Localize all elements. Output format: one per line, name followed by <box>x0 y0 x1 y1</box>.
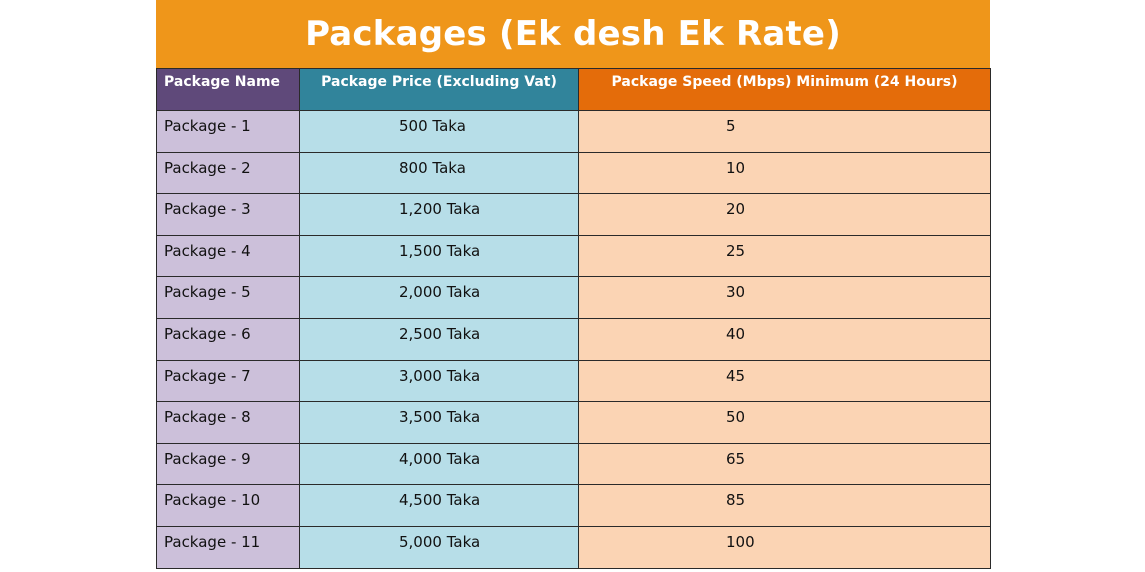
table-row: Package - 8 3,500 Taka 50 <box>156 401 991 444</box>
table-row: Package - 1 500 Taka 5 <box>156 110 991 153</box>
package-name-cell: Package - 6 <box>156 317 300 361</box>
package-speed-cell: 5 <box>578 110 991 153</box>
packages-table-container: Packages (Ek desh Ek Rate) Package Name … <box>156 0 991 569</box>
package-price-cell: 4,500 Taka <box>299 484 579 527</box>
header-row: Package Name Package Price (Excluding Va… <box>156 68 991 111</box>
table-row: Package - 11 5,000 Taka 100 <box>156 525 991 569</box>
package-price-cell: 2,000 Taka <box>299 276 579 319</box>
package-speed-cell: 50 <box>578 401 991 444</box>
package-name-cell: Package - 2 <box>156 151 300 195</box>
package-speed-cell: 40 <box>578 317 991 361</box>
package-speed-cell: 65 <box>578 442 991 486</box>
package-speed-cell: 20 <box>578 193 991 236</box>
package-name-cell: Package - 7 <box>156 359 300 403</box>
package-name-cell: Package - 5 <box>156 276 300 319</box>
package-speed-cell: 25 <box>578 234 991 278</box>
column-header-package-price: Package Price (Excluding Vat) <box>299 68 579 111</box>
package-price-cell: 1,500 Taka <box>299 234 579 278</box>
table-row: Package - 7 3,000 Taka 45 <box>156 359 991 403</box>
column-header-package-name: Package Name <box>156 68 300 111</box>
package-name-cell: Package - 8 <box>156 401 300 444</box>
package-price-cell: 5,000 Taka <box>299 525 579 569</box>
package-price-cell: 800 Taka <box>299 151 579 195</box>
package-price-cell: 1,200 Taka <box>299 193 579 236</box>
package-price-cell: 4,000 Taka <box>299 442 579 486</box>
package-price-cell: 500 Taka <box>299 110 579 153</box>
table-row: Package - 10 4,500 Taka 85 <box>156 484 991 527</box>
package-price-cell: 2,500 Taka <box>299 317 579 361</box>
table-row: Package - 6 2,500 Taka 40 <box>156 317 991 361</box>
package-name-cell: Package - 1 <box>156 110 300 153</box>
package-price-cell: 3,000 Taka <box>299 359 579 403</box>
package-name-cell: Package - 11 <box>156 525 300 569</box>
package-speed-cell: 85 <box>578 484 991 527</box>
package-name-cell: Package - 3 <box>156 193 300 236</box>
table-row: Package - 5 2,000 Taka 30 <box>156 276 991 319</box>
package-speed-cell: 30 <box>578 276 991 319</box>
package-speed-cell: 45 <box>578 359 991 403</box>
package-name-cell: Package - 10 <box>156 484 300 527</box>
package-name-cell: Package - 9 <box>156 442 300 486</box>
package-price-cell: 3,500 Taka <box>299 401 579 444</box>
package-speed-cell: 100 <box>578 525 991 569</box>
table-title: Packages (Ek desh Ek Rate) <box>156 0 990 68</box>
package-name-cell: Package - 4 <box>156 234 300 278</box>
table-row: Package - 4 1,500 Taka 25 <box>156 234 991 278</box>
table-row: Package - 9 4,000 Taka 65 <box>156 442 991 486</box>
package-speed-cell: 10 <box>578 151 991 195</box>
table-row: Package - 3 1,200 Taka 20 <box>156 193 991 236</box>
column-header-package-speed: Package Speed (Mbps) Minimum (24 Hours) <box>578 68 991 111</box>
table-row: Package - 2 800 Taka 10 <box>156 151 991 195</box>
packages-table: Package Name Package Price (Excluding Va… <box>156 68 991 569</box>
